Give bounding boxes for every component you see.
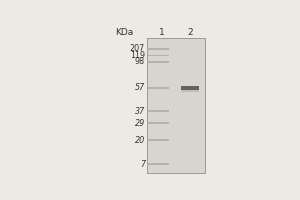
Text: 98: 98 (135, 57, 145, 66)
Text: 119: 119 (130, 51, 145, 60)
Text: 207: 207 (130, 44, 145, 53)
Text: 29: 29 (135, 119, 145, 128)
Text: 37: 37 (135, 107, 145, 116)
Text: 20: 20 (135, 136, 145, 145)
Text: 57: 57 (135, 83, 145, 92)
Text: 2: 2 (187, 28, 193, 37)
Bar (148, 122, 169, 124)
Bar (148, 61, 169, 63)
Text: 7: 7 (140, 160, 145, 169)
Bar (148, 55, 169, 56)
Bar (181, 90, 199, 92)
Text: 1: 1 (159, 28, 165, 37)
Bar (181, 86, 199, 90)
Bar (148, 163, 169, 165)
Bar (148, 139, 169, 141)
Text: KDa: KDa (116, 28, 134, 37)
Bar (148, 110, 169, 112)
Bar (148, 87, 169, 89)
Bar (148, 48, 169, 50)
Bar (147, 38, 205, 173)
